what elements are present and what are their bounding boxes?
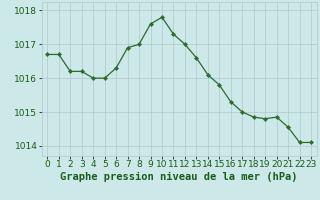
X-axis label: Graphe pression niveau de la mer (hPa): Graphe pression niveau de la mer (hPa) bbox=[60, 172, 298, 182]
